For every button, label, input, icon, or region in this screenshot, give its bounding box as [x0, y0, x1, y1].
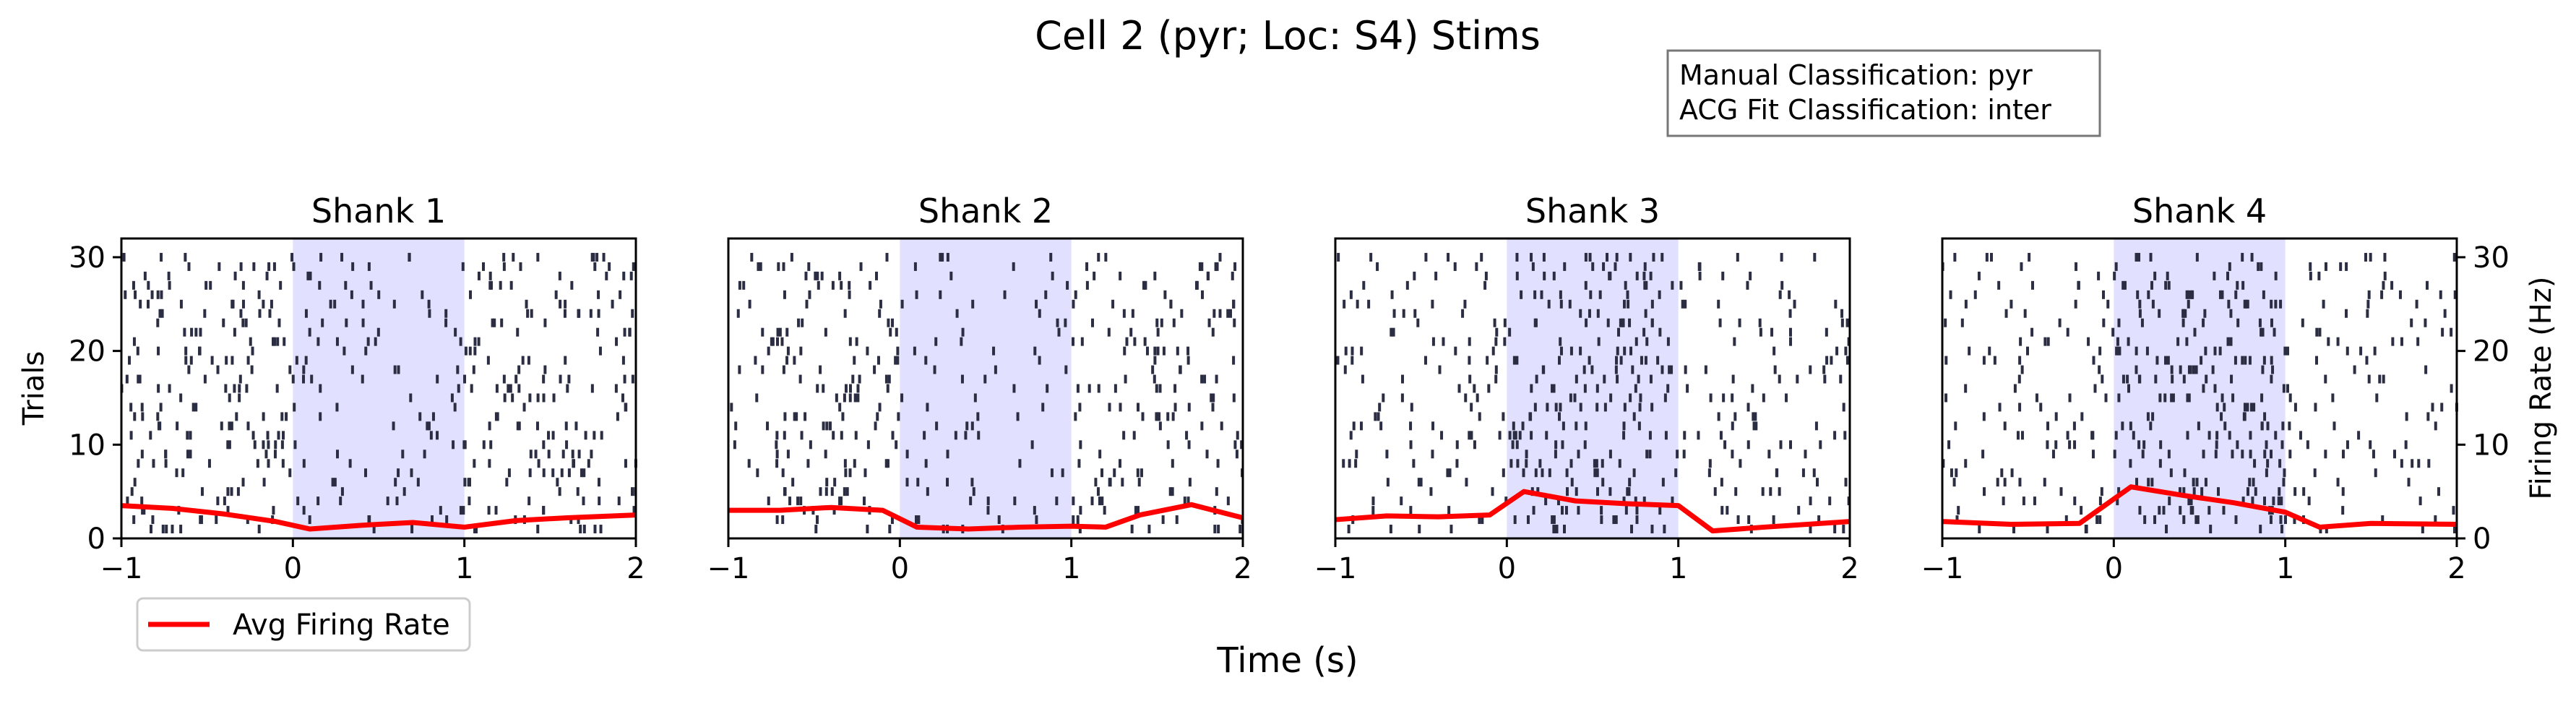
x-tick-label: 1 — [1669, 552, 1687, 585]
x-tick-label: 0 — [891, 552, 909, 585]
axes-frame — [1941, 237, 2458, 540]
panel-title: Shank 1 — [311, 192, 446, 231]
x-tick-label: −1 — [707, 552, 750, 585]
firing-rate-line — [1942, 484, 2457, 530]
x-tick-label: 0 — [2105, 552, 2123, 585]
manual-classification-text: Manual Classification: pyr — [1679, 59, 2033, 91]
x-tick-label: 1 — [455, 552, 473, 585]
panel-title: Shank 2 — [918, 192, 1053, 231]
y-axis-label-trials: Trials — [17, 351, 51, 426]
x-tick-label: −1 — [1314, 552, 1357, 585]
x-tick-label: −1 — [100, 552, 143, 585]
stim-window — [1507, 238, 1679, 538]
x-tick-label: −1 — [1921, 552, 1964, 585]
y-tick-label: 10 — [2473, 429, 2510, 462]
panel-title: Shank 3 — [1525, 192, 1660, 231]
axes-frame — [120, 237, 637, 540]
firing-rate-line — [728, 502, 1244, 532]
y-tick-label: 10 — [69, 429, 105, 462]
spike-raster — [120, 252, 637, 534]
x-tick-label: 2 — [2447, 552, 2465, 585]
firing-rate-line — [121, 503, 637, 532]
acg-classification-text: ACG Fit Classification: inter — [1679, 94, 2051, 126]
panel-3: −1 0 1 2 Shank 3 — [1314, 192, 1859, 585]
y-tick-label: 0 — [2473, 522, 2491, 556]
classification-box: Manual Classification: pyr ACG Fit Class… — [1666, 49, 2101, 137]
y-tick-label: 30 — [69, 241, 105, 275]
figure-title: Cell 2 (pyr; Loc: S4) Stims — [1035, 13, 1541, 59]
x-tick-label: 2 — [1840, 552, 1858, 585]
classification-box-frame — [1666, 49, 2101, 137]
firing-rate-line — [1335, 489, 1851, 534]
spike-raster — [1336, 252, 1851, 534]
legend-frame — [136, 597, 471, 652]
legend-label: Avg Firing Rate — [233, 608, 450, 642]
y-tick-label: 20 — [2473, 335, 2510, 369]
y-tick-label: 30 — [2473, 241, 2510, 275]
panel-title: Shank 4 — [2132, 192, 2267, 231]
stim-window — [900, 238, 1072, 538]
y-tick-label: 0 — [87, 522, 105, 556]
x-tick-label: 0 — [284, 552, 302, 585]
x-tick-label: 0 — [1498, 552, 1516, 585]
x-tick-label: 1 — [1062, 552, 1080, 585]
axes-frame — [1334, 237, 1851, 540]
axes-frame — [727, 237, 1244, 540]
x-axis-label: Time (s) — [1216, 640, 1358, 681]
x-tick-label: 1 — [2276, 552, 2294, 585]
y-tick-label: 20 — [69, 335, 105, 369]
stim-window — [2114, 238, 2286, 538]
panel-2: −1 0 1 2 Shank 2 — [707, 192, 1252, 585]
spike-raster — [1941, 252, 2458, 534]
y-axis-label-firing-rate: Firing Rate (Hz) — [2525, 277, 2558, 500]
legend: Avg Firing Rate — [136, 597, 471, 652]
x-tick-label: 2 — [1233, 552, 1252, 585]
x-tick-label: 2 — [626, 552, 645, 585]
